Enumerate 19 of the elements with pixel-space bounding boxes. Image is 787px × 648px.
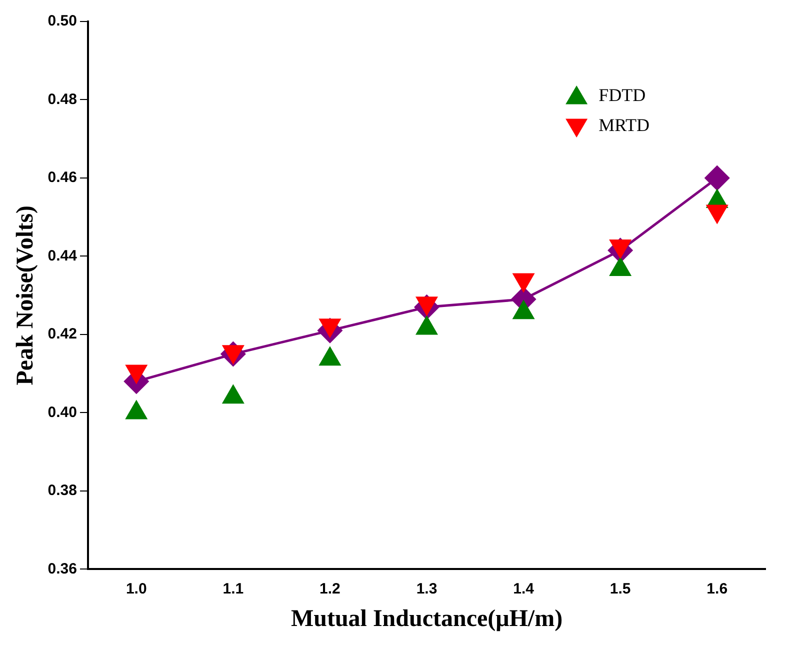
legend-label: MRTD: [598, 115, 650, 136]
x-tick-label: 1.6: [706, 580, 728, 598]
y-tick-label: 0.36: [48, 560, 77, 578]
y-tick-label: 0.42: [48, 326, 77, 343]
x-tick-label: 1.1: [222, 580, 244, 598]
x-tick-label: 1.0: [126, 580, 147, 598]
x-tick-label: 1.2: [320, 580, 340, 598]
y-axis-title: Peak Noise(Volts): [12, 205, 39, 386]
y-tick-label: 0.50: [48, 12, 77, 30]
y-tick-label: 0.40: [48, 404, 77, 421]
y-tick-label: 0.48: [48, 90, 77, 108]
x-axis-title: Mutual Inductance(μH/m): [290, 606, 563, 632]
y-tick-label: 0.46: [48, 169, 77, 186]
x-tick-label: 1.3: [416, 580, 438, 598]
legend-label: FDTD: [598, 85, 646, 106]
y-tick-label: 0.44: [48, 247, 78, 264]
x-tick-label: 1.4: [513, 580, 535, 598]
y-tick-label: 0.38: [48, 482, 77, 500]
x-tick-label: 1.5: [610, 580, 631, 598]
